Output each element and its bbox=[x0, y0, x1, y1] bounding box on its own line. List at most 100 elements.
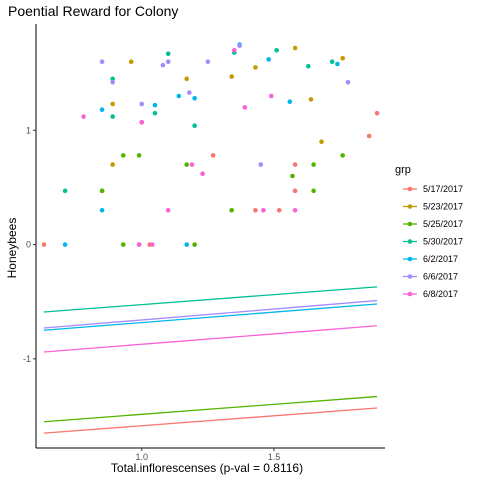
legend-label: 5/23/2017 bbox=[423, 202, 463, 212]
legend-label: 5/17/2017 bbox=[423, 184, 463, 194]
point-s0-0 bbox=[41, 242, 47, 247]
point-s5-6 bbox=[187, 90, 192, 95]
axes: -1 0 1 1.0 1.5 bbox=[23, 24, 385, 462]
legend-item: 6/8/2017 bbox=[403, 289, 458, 299]
point-s2-10 bbox=[340, 153, 345, 158]
point-s1-1 bbox=[110, 101, 115, 107]
point-s5-1 bbox=[110, 79, 115, 85]
x-tick-label: 1.0 bbox=[135, 452, 148, 462]
legend-key-point bbox=[407, 204, 413, 209]
point-s6-1 bbox=[136, 242, 142, 247]
point-s2-4 bbox=[184, 162, 190, 167]
legend-key-point bbox=[407, 239, 413, 244]
point-s6-4 bbox=[165, 207, 171, 213]
point-s2-2 bbox=[120, 153, 126, 158]
fit-line-0 bbox=[43, 407, 378, 434]
fit-line-6 bbox=[43, 325, 378, 353]
point-s1-2 bbox=[128, 59, 134, 65]
point-s1-0 bbox=[110, 162, 115, 167]
point-s1-5 bbox=[253, 65, 258, 70]
point-s5-0 bbox=[99, 59, 105, 65]
y-axis-title: Honeybees bbox=[5, 218, 19, 279]
point-s5-8 bbox=[237, 43, 242, 49]
point-s2-5 bbox=[192, 242, 197, 247]
point-s6-8 bbox=[242, 105, 248, 110]
legend-item: 5/30/2017 bbox=[403, 237, 463, 247]
point-s2-8 bbox=[311, 162, 316, 167]
point-s4-1 bbox=[99, 207, 105, 213]
legend-key-point bbox=[407, 256, 413, 262]
point-s6-11 bbox=[292, 207, 298, 213]
point-s2-3 bbox=[136, 153, 142, 158]
point-s6-5 bbox=[189, 162, 195, 167]
legend-key-point bbox=[407, 291, 413, 297]
legend-label: 5/25/2017 bbox=[423, 219, 463, 229]
point-s0-8 bbox=[292, 162, 298, 167]
point-s1-7 bbox=[308, 97, 314, 102]
point-s2-9 bbox=[311, 188, 316, 194]
point-s3-9 bbox=[329, 59, 335, 65]
point-s2-1 bbox=[120, 242, 126, 247]
y-tick-label: 0 bbox=[26, 240, 31, 250]
point-s4-5 bbox=[184, 242, 190, 247]
x-axis-title: Total.inflorescenses (p-val = 0.8116) bbox=[111, 461, 303, 475]
point-s3-0 bbox=[62, 188, 68, 194]
point-s4-2 bbox=[99, 107, 105, 113]
legend-key-point bbox=[407, 186, 413, 192]
point-s5-5 bbox=[165, 59, 171, 65]
point-s4-3 bbox=[152, 102, 158, 108]
point-s4-6 bbox=[192, 95, 197, 101]
point-s2-0 bbox=[99, 188, 105, 194]
point-s1-4 bbox=[229, 74, 234, 79]
point-s0-10 bbox=[374, 110, 380, 116]
fit-line-5 bbox=[43, 299, 378, 329]
point-s3-1 bbox=[110, 76, 115, 82]
point-s1-6 bbox=[292, 45, 298, 51]
legend-label: 6/2/2017 bbox=[423, 254, 458, 264]
point-s5-10 bbox=[345, 79, 351, 85]
point-s2-7 bbox=[290, 173, 295, 179]
point-s0-4 bbox=[210, 153, 216, 158]
point-s6-7 bbox=[231, 47, 237, 53]
chart-title: Poential Reward for Colony bbox=[8, 3, 178, 19]
legend-item: 6/2/2017 bbox=[403, 254, 458, 264]
point-s1-3 bbox=[184, 76, 190, 82]
point-s6-3 bbox=[150, 242, 155, 247]
point-s3-3 bbox=[152, 110, 158, 116]
legend-item: 6/6/2017 bbox=[403, 272, 458, 282]
point-s5-7 bbox=[205, 59, 211, 65]
point-s3-8 bbox=[306, 63, 311, 69]
point-s1-8 bbox=[319, 139, 324, 145]
legend-key-point bbox=[407, 221, 413, 227]
point-s3-5 bbox=[192, 123, 197, 129]
legend-title: grp bbox=[395, 164, 411, 176]
data-points bbox=[41, 42, 380, 247]
legend-label: 5/30/2017 bbox=[423, 237, 463, 247]
fit-lines bbox=[43, 286, 378, 434]
point-s6-9 bbox=[261, 207, 266, 213]
point-s0-7 bbox=[292, 188, 298, 194]
legend-key-point bbox=[407, 274, 413, 279]
point-s0-9 bbox=[366, 133, 372, 139]
point-s4-9 bbox=[287, 99, 293, 105]
point-s4-0 bbox=[62, 242, 68, 247]
point-s2-6 bbox=[229, 207, 234, 213]
legend-item: 5/23/2017 bbox=[403, 202, 463, 212]
fit-line-3 bbox=[43, 286, 378, 313]
legend-item: 5/25/2017 bbox=[403, 219, 463, 229]
point-s0-5 bbox=[253, 207, 258, 213]
point-s4-4 bbox=[176, 93, 182, 99]
point-s3-7 bbox=[274, 47, 279, 53]
y-tick-label: 1 bbox=[26, 125, 31, 135]
fit-line-2 bbox=[43, 395, 378, 423]
point-s5-3 bbox=[139, 101, 145, 107]
point-s6-6 bbox=[200, 171, 205, 177]
point-s6-2 bbox=[139, 119, 145, 125]
point-s6-10 bbox=[269, 93, 274, 99]
legend: grp 5/17/2017 5/23/2017 5/25/2017 5/30/2017 6… bbox=[395, 164, 463, 299]
point-s5-4 bbox=[160, 62, 166, 68]
point-s0-6 bbox=[276, 207, 282, 213]
y-tick-label: -1 bbox=[23, 354, 31, 364]
fit-line-4 bbox=[43, 303, 378, 331]
point-s4-8 bbox=[266, 57, 271, 62]
